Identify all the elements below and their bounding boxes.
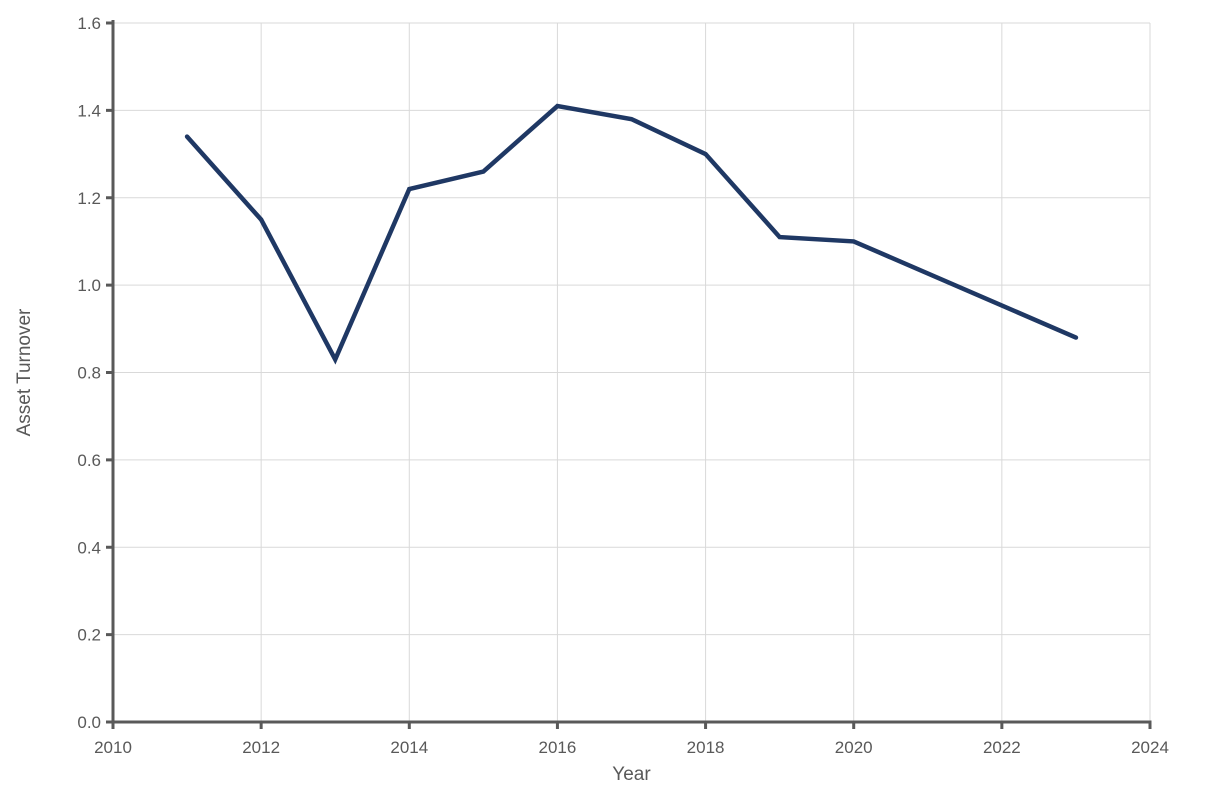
x-tick-label: 2012 — [242, 738, 280, 757]
x-tick-label: 2022 — [983, 738, 1021, 757]
y-tick-label: 1.4 — [77, 101, 101, 120]
x-tick-label: 2020 — [835, 738, 873, 757]
asset-turnover-series-line — [184, 103, 1079, 365]
y-tick-label: 1.6 — [77, 14, 101, 33]
y-tick-label: 0.4 — [77, 538, 101, 557]
x-tick-label: 2018 — [687, 738, 725, 757]
x-tick-label: 2016 — [539, 738, 577, 757]
y-tick-label: 0.8 — [77, 364, 101, 383]
x-axis-title: Year — [612, 764, 651, 785]
y-axis-title: Asset Turnover — [14, 308, 35, 437]
x-tick-label: 2014 — [390, 738, 428, 757]
y-tick-label: 0.2 — [77, 626, 101, 645]
y-tick-label: 0.0 — [77, 713, 101, 732]
x-tick-label: 2024 — [1131, 738, 1169, 757]
y-tick-label: 1.2 — [77, 189, 101, 208]
y-tick-label: 0.6 — [77, 451, 101, 470]
x-tick-label: 2010 — [94, 738, 132, 757]
y-tick-label: 1.0 — [77, 276, 101, 295]
